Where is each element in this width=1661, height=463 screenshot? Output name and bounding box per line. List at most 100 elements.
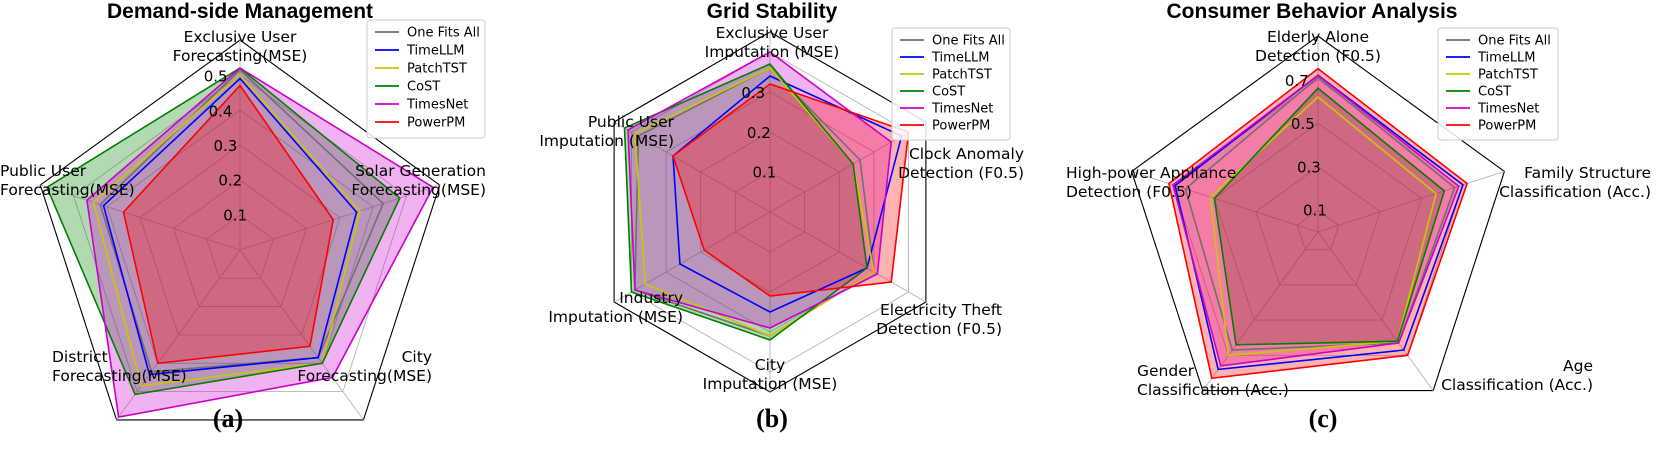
axis-label: Public User Imputation (MSE) — [539, 113, 674, 150]
radar-spoke — [1131, 171, 1319, 233]
chart-title: Consumer Behavior Analysis — [1167, 0, 1458, 23]
series-fill-powerpm — [1168, 68, 1468, 379]
axis-label: Family Structure Classification (Acc.) — [1499, 164, 1651, 201]
series-line-cost — [623, 63, 868, 341]
legend-entry: TimesNet — [931, 102, 993, 117]
axis-label: District Forecasting(MSE) — [52, 348, 187, 385]
radar-spoke — [40, 184, 241, 251]
axis-label: Solar Generation Forecasting(MSE) — [351, 162, 486, 199]
axis-label: Electricity Theft Detection (F0.5) — [876, 301, 1002, 338]
series-fill-timesnet — [627, 52, 892, 328]
series-line-timesnet — [627, 51, 893, 329]
radar-spoke — [1202, 231, 1319, 391]
legend-entry: TimeLLM — [406, 44, 465, 59]
tick-label: 0.1 — [1303, 201, 1327, 219]
series-fill-powerpm — [123, 85, 334, 364]
series-line-one-fits-all — [99, 68, 385, 373]
axis-label: High-power Appliance Detection (F0.5) — [1066, 164, 1236, 201]
series-fill-cost — [624, 64, 867, 340]
axis-label: City Imputation (MSE) — [703, 356, 838, 393]
legend-entry: CoST — [1478, 85, 1511, 100]
legend: One Fits All TimeLLM PatchTST CoST TimesNet P… — [1437, 27, 1559, 141]
series-line-timesnet — [86, 67, 435, 418]
subfigure-label: (b) — [756, 404, 788, 433]
series-fill-powerpm — [673, 84, 909, 296]
tick-label: 0.3 — [1297, 158, 1321, 176]
series-line-timesnet — [1172, 74, 1460, 367]
series-fill-cost — [46, 68, 400, 395]
legend-entry: PatchTST — [932, 68, 992, 83]
legend-entry: TimeLLM — [1477, 51, 1536, 66]
axis-label: Clock Anomaly Detection (F0.5) — [898, 145, 1024, 182]
axis-label: Public User Forecasting(MSE) — [0, 162, 135, 199]
subfigure-label: (c) — [1309, 404, 1338, 433]
radar-spoke — [116, 249, 241, 421]
series-line-patchtst — [92, 73, 361, 387]
legend-entry: TimeLLM — [931, 51, 990, 66]
axis-label: Exclusive User Forecasting(MSE) — [173, 28, 308, 65]
tick-label: 0.1 — [223, 206, 247, 224]
legend-entry: PowerPM — [1478, 119, 1536, 134]
tick-label: 0.2 — [218, 172, 242, 190]
legend: One Fits All TimeLLM PatchTST CoST TimesNet P… — [366, 19, 486, 139]
tick-label: 0.7 — [1285, 72, 1309, 90]
series-line-powerpm — [1167, 67, 1469, 380]
series-line-powerpm — [122, 84, 335, 365]
radar-spoke — [1317, 231, 1434, 391]
radar-grid-ring — [1213, 122, 1423, 321]
series-line-one-fits-all — [1184, 76, 1456, 351]
radar-spoke — [769, 211, 927, 303]
legend-entry: CoST — [932, 85, 965, 100]
radar-grid-ring — [106, 109, 374, 364]
legend-box — [891, 27, 1011, 141]
tick-label: 0.1 — [753, 163, 777, 181]
radar-grid-ring — [1296, 209, 1340, 251]
tick-label: 0.5 — [204, 68, 228, 86]
radar-spoke — [613, 211, 771, 303]
legend-box — [1437, 27, 1559, 141]
radar-grid-ring — [73, 74, 407, 393]
radar-spoke — [613, 121, 771, 213]
tick-label: 0.5 — [1291, 115, 1315, 133]
tick-label: 0.3 — [213, 137, 237, 155]
tick-label: 0.3 — [741, 84, 765, 102]
radar-grid-ring — [172, 179, 308, 308]
radar-outer-frame — [39, 39, 441, 421]
chart-title: Demand-side Management — [107, 0, 373, 23]
legend-entry: One Fits All — [932, 34, 1005, 49]
radar-chart-2: 0.1 0.2 0.3 Exclusive User Imputation (MSE) C… — [539, 0, 1024, 433]
legend-entry: PatchTST — [1478, 68, 1538, 83]
legend-entry: PowerPM — [932, 119, 990, 134]
legend-entry: CoST — [407, 80, 440, 95]
axis-label: Gender Classification (Acc.) — [1137, 362, 1289, 399]
axis-label: Age Classification (Acc.) — [1441, 357, 1593, 394]
axis-label: City Forecasting(MSE) — [297, 348, 432, 385]
axis-label: Exclusive User Imputation (MSE) — [705, 24, 840, 61]
legend-entry: One Fits All — [1478, 34, 1551, 49]
series-line-cost — [1213, 87, 1446, 346]
series-line-cost — [45, 67, 401, 396]
radar-spoke — [239, 184, 440, 251]
radar-outer-frame — [1130, 35, 1506, 392]
legend-entry: PowerPM — [407, 116, 465, 131]
series-line-timellm — [1174, 74, 1464, 371]
series-fill-timesnet — [1173, 75, 1459, 366]
radar-grid-ring — [1255, 166, 1381, 286]
radar-spoke — [1317, 171, 1505, 233]
legend-entry: PatchTST — [407, 62, 467, 77]
radar-grid-ring — [206, 214, 274, 279]
radar-chart-3: 0.1 0.3 0.5 0.7 Elderly Alone Detection (F0.5… — [1066, 0, 1651, 433]
chart-title: Grid Stability — [707, 0, 838, 23]
series-line-timellm — [102, 77, 358, 376]
series-line-patchtst — [1209, 95, 1437, 357]
legend-entry: One Fits All — [407, 26, 480, 41]
axis-label: Elderly Alone Detection (F0.5) — [1255, 28, 1381, 65]
subfigure-label: (a) — [213, 404, 243, 433]
radar-spoke — [239, 249, 364, 421]
legend-entry: TimesNet — [406, 98, 468, 113]
tick-label: 0.2 — [747, 124, 771, 142]
tick-label: 0.4 — [209, 102, 233, 120]
legend: One Fits All TimeLLM PatchTST CoST TimesNet P… — [891, 27, 1011, 141]
radar-chart-1: 0.1 0.2 0.3 0.4 0.5 Exclusive User Forecasting… — [0, 0, 486, 433]
